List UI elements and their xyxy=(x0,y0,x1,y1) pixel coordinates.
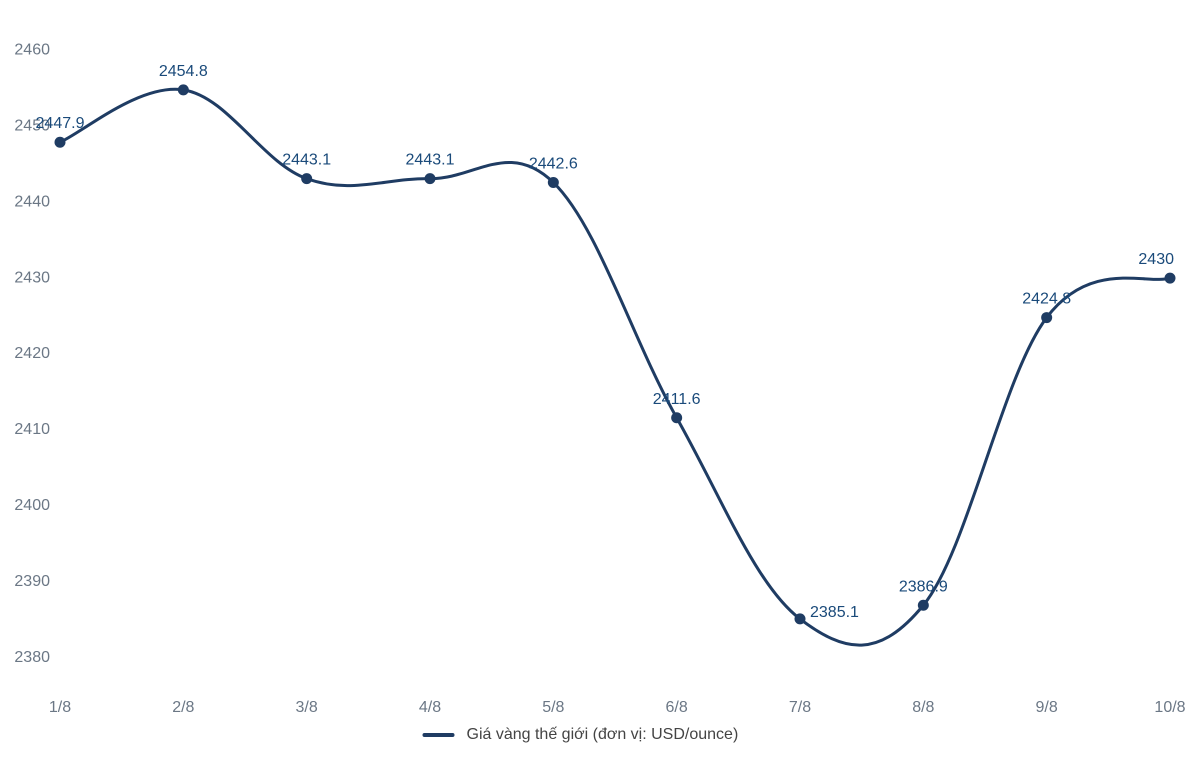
x-tick-label: 6/8 xyxy=(666,699,688,716)
data-label: 2386.9 xyxy=(899,578,948,595)
chart-bg xyxy=(0,0,1187,766)
data-label: 2424.8 xyxy=(1022,291,1071,308)
data-point xyxy=(178,84,189,95)
data-point xyxy=(301,173,312,184)
x-tick-label: 3/8 xyxy=(296,699,318,716)
x-tick-label: 7/8 xyxy=(789,699,811,716)
y-tick-label: 2400 xyxy=(14,497,50,514)
y-tick-label: 2420 xyxy=(14,345,50,362)
y-tick-label: 2390 xyxy=(14,573,50,590)
x-tick-label: 4/8 xyxy=(419,699,441,716)
y-tick-label: 2440 xyxy=(14,193,50,210)
data-label: 2411.6 xyxy=(653,391,701,408)
data-point xyxy=(425,173,436,184)
data-label: 2443.1 xyxy=(282,152,331,169)
x-tick-label: 2/8 xyxy=(172,699,194,716)
x-tick-label: 8/8 xyxy=(912,699,934,716)
data-label: 2442.6 xyxy=(529,155,578,172)
data-point xyxy=(795,613,806,624)
y-tick-label: 2430 xyxy=(14,269,50,286)
data-label: 2447.9 xyxy=(36,115,85,132)
data-point xyxy=(548,177,559,188)
gold-price-chart: 2380239024002410242024302440245024601/82… xyxy=(0,0,1187,766)
data-point xyxy=(1165,273,1176,284)
data-point xyxy=(918,600,929,611)
data-label: 2385.1 xyxy=(810,604,859,621)
legend-label: Giá vàng thế giới (đơn vị: USD/ounce) xyxy=(467,726,739,743)
chart-svg: 2380239024002410242024302440245024601/82… xyxy=(0,0,1187,766)
x-tick-label: 5/8 xyxy=(542,699,564,716)
data-label: 2443.1 xyxy=(406,152,455,169)
data-point xyxy=(1041,312,1052,323)
data-label: 2454.8 xyxy=(159,63,208,80)
x-tick-label: 1/8 xyxy=(49,699,71,716)
data-point xyxy=(55,137,66,148)
x-tick-label: 10/8 xyxy=(1154,699,1185,716)
y-tick-label: 2410 xyxy=(14,421,50,438)
y-tick-label: 2460 xyxy=(14,42,50,59)
data-point xyxy=(671,412,682,423)
x-tick-label: 9/8 xyxy=(1036,699,1058,716)
data-label: 2430 xyxy=(1138,251,1174,268)
y-tick-label: 2380 xyxy=(14,649,50,666)
